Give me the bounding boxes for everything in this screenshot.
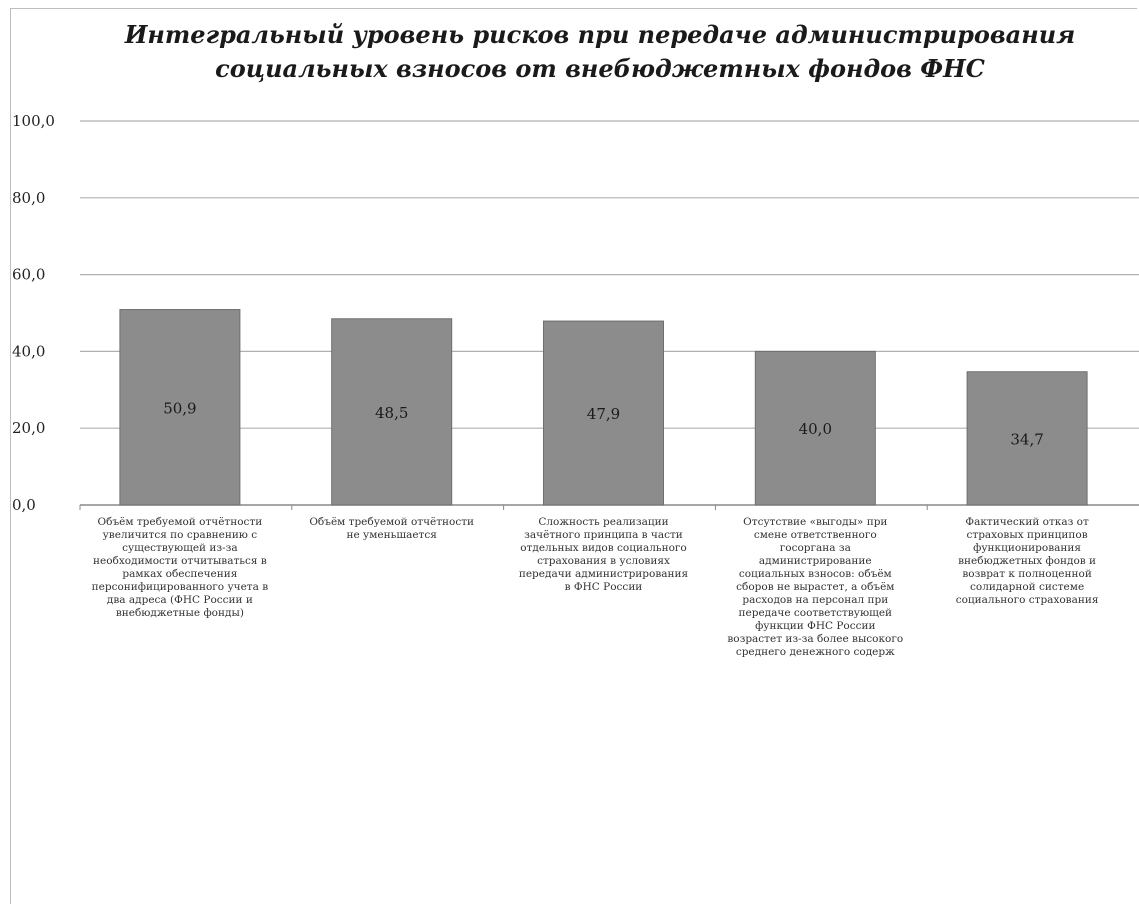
chart-frame	[10, 8, 1137, 904]
bar	[331, 318, 453, 506]
bar	[966, 371, 1088, 506]
y-tick-label: 100,0	[12, 112, 55, 130]
chart-title-line-1: Интегральный уровень рисков при передаче…	[124, 20, 1076, 49]
bar	[119, 309, 241, 506]
category-label: Объём требуемой отчётности не уменьшаетс…	[309, 516, 475, 541]
category-label: Сложность реализации зачётного принципа …	[518, 516, 689, 593]
bar	[543, 320, 664, 506]
y-tick-label: 0,0	[12, 496, 36, 514]
data-label: 48,5	[375, 404, 408, 422]
category-label: Фактический отказ от страховых принципов…	[955, 516, 1099, 606]
y-tick-label: 60,0	[12, 266, 45, 284]
chart-title: Интегральный уровень рисков при передаче…	[70, 18, 1130, 86]
category-label: Отсутствие «выгоды» при смене ответствен…	[727, 516, 904, 658]
category-label: Объём требуемой отчётности увеличится по…	[91, 516, 269, 619]
y-tick-label: 20,0	[12, 419, 45, 437]
data-label: 40,0	[799, 420, 832, 438]
data-label: 34,7	[1010, 430, 1043, 448]
chart-title-line-2: социальных взносов от внебюджетных фондо…	[215, 54, 985, 83]
y-tick-label: 40,0	[12, 342, 45, 360]
bar	[754, 350, 876, 506]
y-tick-label: 80,0	[12, 189, 45, 207]
data-label: 47,9	[587, 405, 620, 423]
data-label: 50,9	[163, 399, 196, 417]
